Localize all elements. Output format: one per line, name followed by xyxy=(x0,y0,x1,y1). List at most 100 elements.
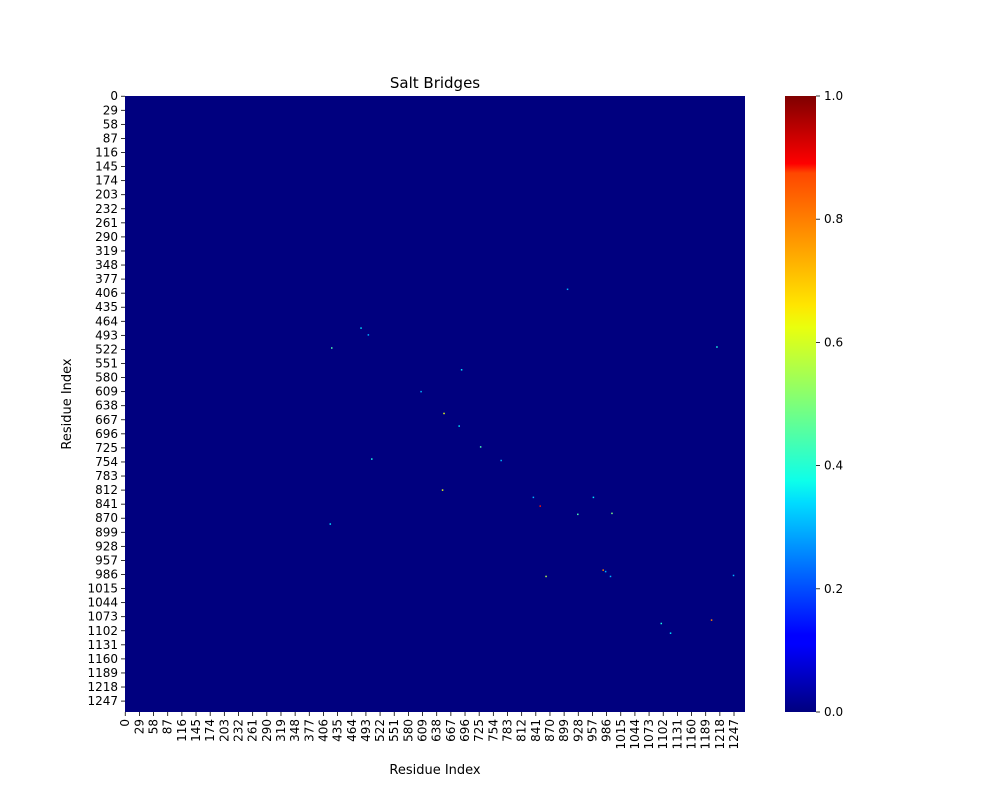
x-tick-label: 638 xyxy=(430,719,444,742)
y-tick-label: 0 xyxy=(110,89,118,103)
y-tick-label: 928 xyxy=(95,539,118,553)
y-tick-label: 841 xyxy=(95,497,118,511)
y-tick-label: 899 xyxy=(95,525,118,539)
y-tick-label: 174 xyxy=(95,174,118,188)
y-tick-label: 464 xyxy=(95,314,118,328)
colorbar-tick-label: 0.6 xyxy=(824,335,843,349)
heatmap-cell-3 xyxy=(331,347,333,349)
y-tick-label: 145 xyxy=(95,160,118,174)
x-tick-label: 696 xyxy=(458,719,472,742)
y-tick-label: 609 xyxy=(95,385,118,399)
y-tick-label: 725 xyxy=(95,441,118,455)
y-tick-label: 551 xyxy=(95,356,118,370)
x-tick-label: 377 xyxy=(302,719,316,742)
heatmap-cell-6 xyxy=(420,390,422,393)
y-tick-label: 1015 xyxy=(87,582,118,596)
y-tick-label: 580 xyxy=(95,371,118,385)
x-tick-label: 783 xyxy=(501,719,515,742)
heatmap-cell-21 xyxy=(545,575,547,578)
x-tick-label: 0 xyxy=(118,719,132,727)
chart-title: Salt Bridges xyxy=(390,74,480,92)
y-tick-label: 812 xyxy=(95,483,118,497)
y-tick-label: 638 xyxy=(95,399,118,413)
y-tick-label: 1131 xyxy=(87,638,118,652)
x-tick-label: 899 xyxy=(557,719,571,742)
heatmap-cell-9 xyxy=(479,446,482,448)
heatmap-cell-10 xyxy=(371,458,373,460)
x-tick-label: 261 xyxy=(246,719,260,742)
x-tick-label: 145 xyxy=(189,719,203,742)
x-tick-label: 1189 xyxy=(699,719,713,750)
x-tick-label: 174 xyxy=(203,719,217,742)
x-tick-label: 232 xyxy=(232,719,246,742)
heatmap-background xyxy=(125,96,745,712)
x-tick-label: 870 xyxy=(543,719,557,742)
y-tick-label: 116 xyxy=(95,146,118,160)
y-tick-label: 1102 xyxy=(87,624,118,638)
x-tick-label: 957 xyxy=(585,719,599,742)
x-tick-label: 1218 xyxy=(713,719,727,750)
y-tick-label: 1189 xyxy=(87,666,118,680)
y-tick-label: 957 xyxy=(95,553,118,567)
colorbar xyxy=(785,96,816,712)
heatmap-cell-16 xyxy=(577,513,579,516)
colorbar-tick-label: 0.4 xyxy=(824,459,843,473)
x-tick-label: 1131 xyxy=(670,719,684,750)
y-tick-label: 1160 xyxy=(87,652,118,666)
y-tick-label: 667 xyxy=(95,413,118,427)
y-tick-label: 348 xyxy=(95,258,118,272)
heatmap-cell-20 xyxy=(604,570,607,573)
heatmap-cell-22 xyxy=(609,575,612,578)
x-tick-label: 522 xyxy=(373,719,387,742)
x-tick-label: 1073 xyxy=(642,719,656,750)
x-tick-label: 435 xyxy=(331,719,345,742)
colorbar-tick-label: 0.8 xyxy=(824,212,843,226)
x-tick-label: 29 xyxy=(132,719,146,734)
y-tick-label: 319 xyxy=(95,244,118,258)
y-tick-label: 870 xyxy=(95,511,118,525)
x-axis-label: Residue Index xyxy=(389,763,481,778)
y-tick-label: 1218 xyxy=(87,680,118,694)
x-tick-label: 841 xyxy=(529,719,543,742)
y-tick-label: 261 xyxy=(95,216,118,230)
heatmap-cell-23 xyxy=(732,574,735,577)
x-tick-label: 319 xyxy=(274,719,288,742)
x-tick-label: 406 xyxy=(316,719,330,742)
heatmap-cell-18 xyxy=(329,523,332,525)
x-tick-label: 725 xyxy=(472,719,486,742)
heatmap-cell-25 xyxy=(660,622,663,625)
y-tick-label: 87 xyxy=(103,131,118,145)
x-axis-ticks: 0 29 58 87 116 145 174 203 232 261 290 319 348 377 406… xyxy=(118,712,741,750)
heatmap-cell-17 xyxy=(611,512,613,515)
heatmap-cell-15 xyxy=(539,505,541,507)
y-axis-label: Residue Index xyxy=(60,358,75,450)
heatmap-cell-5 xyxy=(460,369,463,371)
x-tick-label: 464 xyxy=(345,719,359,742)
y-tick-label: 29 xyxy=(103,103,118,117)
colorbar-tick-label: 0.2 xyxy=(824,582,843,596)
x-tick-label: 754 xyxy=(486,719,500,742)
colorbar-tick-label: 0.0 xyxy=(824,705,843,719)
y-tick-label: 377 xyxy=(95,272,118,286)
heatmap-cell-11 xyxy=(500,459,502,462)
x-tick-label: 1102 xyxy=(656,719,670,750)
y-tick-label: 783 xyxy=(95,469,118,483)
x-tick-label: 116 xyxy=(175,719,189,742)
x-tick-label: 812 xyxy=(515,719,529,742)
y-tick-label: 290 xyxy=(95,230,118,244)
x-tick-label: 290 xyxy=(260,719,274,742)
x-tick-label: 551 xyxy=(387,719,401,742)
x-tick-label: 493 xyxy=(359,719,373,742)
x-tick-label: 667 xyxy=(444,719,458,742)
x-tick-label: 1247 xyxy=(727,719,741,750)
colorbar-ticks: 0.0 0.2 0.4 0.6 0.8 1.0 xyxy=(816,89,843,719)
y-tick-label: 1044 xyxy=(87,596,118,610)
y-tick-label: 493 xyxy=(95,328,118,342)
x-tick-label: 203 xyxy=(217,719,231,742)
y-tick-label: 754 xyxy=(95,455,118,469)
heatmap-cell-1 xyxy=(360,327,362,329)
heatmap-cell-26 xyxy=(669,632,672,634)
heatmap-cell-19 xyxy=(602,569,604,571)
y-tick-label: 435 xyxy=(95,300,118,314)
